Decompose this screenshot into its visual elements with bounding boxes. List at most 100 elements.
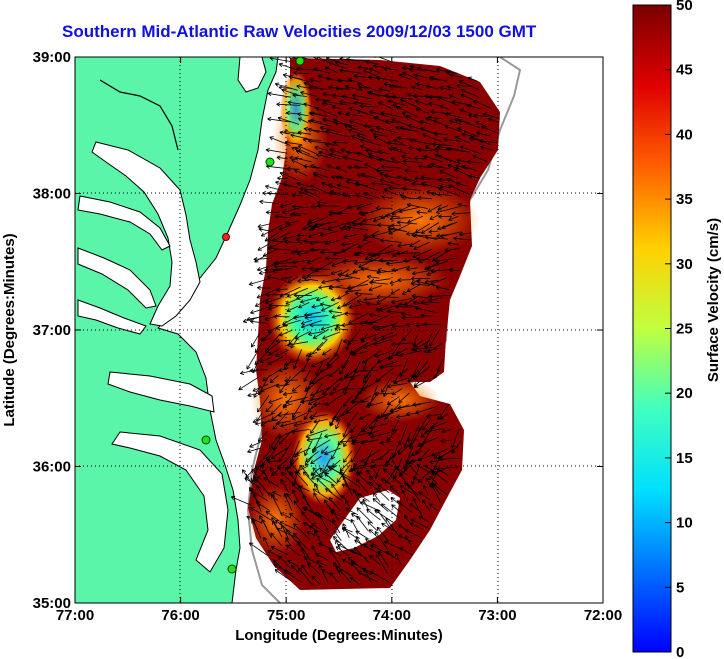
slow-strip (280, 70, 312, 150)
velocity-arrow (402, 331, 411, 341)
velocity-arrow (303, 276, 319, 282)
velocity-arrow (302, 224, 313, 231)
velocity-arrow (307, 119, 331, 127)
velocity-arrow (265, 210, 279, 215)
velocity-arrow (324, 66, 338, 74)
velocity-arrow (424, 262, 440, 271)
velocity-arrow (312, 439, 331, 451)
velocity-arrow (290, 133, 313, 141)
velocity-arrow (289, 462, 301, 475)
velocity-arrow (278, 62, 299, 71)
velocity-arrow (257, 395, 270, 413)
velocity-arrow (316, 339, 328, 351)
velocity-arrow (415, 107, 429, 114)
velocity-arrow (359, 103, 378, 109)
x-axis-label: Longitude (Degrees:Minutes) (235, 627, 443, 644)
velocity-arrow (380, 111, 403, 118)
velocity-arrow (446, 85, 458, 90)
velocity-arrow (332, 140, 348, 145)
velocity-arrow (331, 258, 349, 267)
colorbar-tick-label: 10 (676, 515, 693, 532)
velocity-arrow (276, 155, 288, 161)
velocity-arrow (312, 171, 330, 179)
velocity-arrow (372, 215, 389, 223)
velocity-arrow (424, 332, 433, 349)
velocity-arrow (303, 369, 311, 383)
velocity-arrow (267, 356, 284, 365)
velocity-arrow (396, 414, 410, 419)
x-tick-label: 75:00 (267, 607, 305, 624)
colorbar-label: Surface Velocity (cm/s) (705, 218, 722, 382)
velocity-arrow (264, 314, 282, 321)
velocity-arrow (410, 276, 431, 281)
velocity-arrow (385, 517, 400, 537)
velocity-arrow (333, 561, 342, 577)
velocity-arrow (365, 401, 384, 409)
velocity-arrow (256, 285, 271, 291)
velocity-arrow (382, 468, 392, 477)
velocity-arrow (341, 94, 359, 101)
velocity-arrow (282, 319, 301, 327)
colorbar-tick-label: 0 (676, 644, 684, 659)
velocity-arrow (451, 211, 471, 217)
velocity-arrow (308, 525, 320, 533)
velocity-arrow (402, 176, 419, 183)
velocity-arrow (375, 205, 393, 211)
velocity-arrow (409, 240, 421, 247)
velocity-arrow (405, 115, 422, 124)
velocity-arrow (365, 59, 379, 65)
velocity-arrow (289, 471, 299, 486)
velocity-arrow (413, 339, 424, 348)
velocity-arrow (398, 350, 423, 358)
velocity-arrow (268, 397, 283, 404)
velocity-arrow (372, 492, 381, 503)
velocity-arrow (335, 418, 341, 430)
velocity-arrow (374, 530, 388, 550)
velocity-arrow (444, 125, 462, 133)
velocity-arrow (381, 195, 392, 200)
velocity-arrow (339, 68, 362, 74)
velocity-arrow (267, 459, 281, 464)
radar-site-marker (295, 57, 305, 66)
velocity-arrow (291, 482, 303, 494)
velocity-arrow (347, 165, 361, 170)
velocity-arrow (448, 119, 463, 125)
velocity-arrow (341, 192, 363, 198)
velocity-arrow (386, 140, 408, 146)
velocity-arrow (313, 67, 330, 74)
velocity-arrow (312, 402, 329, 407)
velocity-arrow (423, 484, 429, 496)
velocity-arrow (434, 257, 458, 264)
velocity-arrow (329, 409, 340, 426)
velocity-arrow (294, 156, 312, 163)
velocity-arrow (269, 375, 279, 384)
velocity-arrow (430, 482, 442, 504)
velocity-arrow (395, 106, 418, 118)
velocity-arrow (433, 131, 448, 136)
velocity-arrow (316, 153, 332, 159)
velocity-arrow (355, 530, 368, 539)
velocity-arrow (373, 391, 393, 397)
velocity-arrow (250, 507, 272, 521)
velocity-arrow (423, 322, 441, 327)
velocity-arrow (335, 277, 352, 283)
velocity-arrow (353, 260, 373, 266)
velocity-arrow (297, 541, 310, 559)
velocity-arrow (399, 472, 410, 488)
velocity-arrow (380, 478, 391, 485)
velocity-arrow (359, 334, 378, 342)
velocity-arrow (296, 84, 309, 89)
velocity-arrow (368, 257, 389, 263)
velocity-arrow (351, 440, 369, 446)
velocity-arrow (434, 153, 452, 162)
velocity-arrow (368, 475, 379, 486)
velocity-arrow (368, 529, 379, 539)
velocity-arrow (275, 349, 289, 357)
velocity-arrow (275, 420, 291, 426)
velocity-arrow (387, 99, 408, 107)
velocity-arrow (311, 374, 330, 384)
velocity-arrow (267, 91, 291, 98)
velocity-arrow (316, 477, 333, 494)
x-tick-label: 72:00 (584, 607, 622, 624)
